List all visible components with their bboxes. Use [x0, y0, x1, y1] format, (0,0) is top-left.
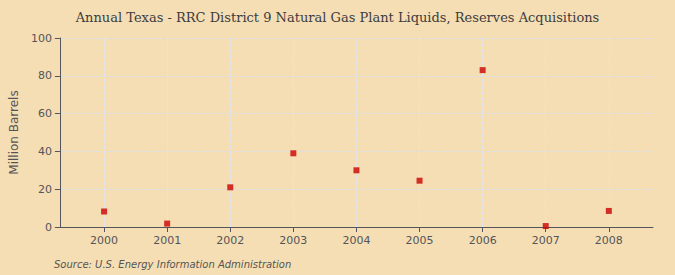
svg-text:Million Barrels: Million Barrels	[7, 90, 21, 174]
svg-text:2005: 2005	[406, 234, 434, 247]
svg-text:2004: 2004	[342, 234, 370, 247]
svg-text:2001: 2001	[153, 234, 181, 247]
svg-text:2007: 2007	[532, 234, 560, 247]
svg-text:40: 40	[38, 145, 52, 158]
svg-text:60: 60	[38, 107, 52, 120]
svg-text:0: 0	[45, 221, 52, 234]
svg-text:2002: 2002	[216, 234, 244, 247]
svg-text:20: 20	[38, 183, 52, 196]
svg-text:2008: 2008	[595, 234, 623, 247]
svg-text:80: 80	[38, 69, 52, 82]
svg-text:2003: 2003	[279, 234, 307, 247]
svg-text:Source: U.S. Energy Informatio: Source: U.S. Energy Information Administ…	[54, 259, 291, 270]
svg-text:2006: 2006	[469, 234, 497, 247]
svg-text:Annual Texas - RRC District 9: Annual Texas - RRC District 9 Natural Ga…	[75, 10, 600, 25]
svg-text:100: 100	[31, 32, 52, 45]
svg-text:2000: 2000	[90, 234, 118, 247]
